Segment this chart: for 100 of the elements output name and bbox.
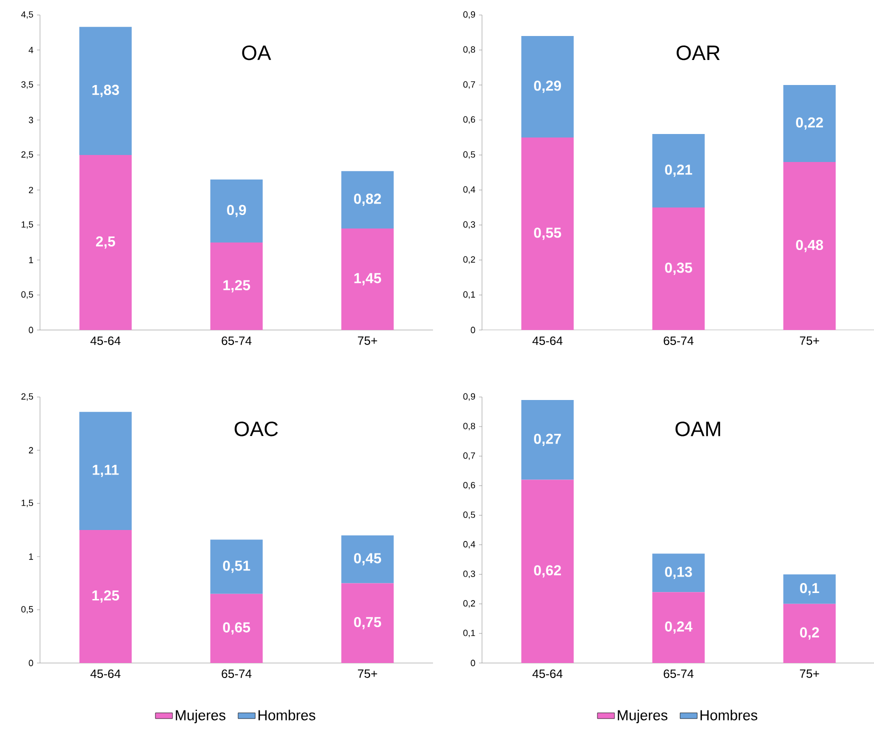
y-tick-label: 0,7	[463, 81, 476, 89]
bar	[652, 134, 705, 208]
y-tick-label: 1	[29, 256, 34, 264]
bar	[341, 535, 394, 584]
y-tick-label: 0,4	[463, 541, 476, 548]
y-tick-label: 0,3	[463, 221, 476, 229]
y-tick-label: 0,8	[463, 46, 476, 54]
data-label: 0,9	[227, 204, 246, 218]
x-tick-label: 75+	[800, 336, 820, 345]
text: OAM	[676, 422, 720, 436]
data-label: 0,27	[534, 434, 561, 446]
y-tick-label: 0,9	[463, 11, 476, 19]
text: OAR	[676, 45, 720, 60]
x-tick-label: 65-74	[222, 336, 252, 346]
y-tick-label: 0,5	[463, 512, 476, 519]
data-label: 0,55	[534, 228, 562, 240]
x-tick-label: 65-74	[222, 670, 252, 678]
x-tick-label: 65-74	[664, 670, 694, 678]
y-tick-label: 4	[28, 46, 34, 54]
data-label: 0,45	[354, 553, 382, 566]
y-tick-label: 0,2	[463, 600, 476, 608]
x-tick-label: 45-64	[90, 336, 120, 346]
y-tick-label: 0,2	[463, 256, 476, 264]
x-tick-label: 45-64	[90, 670, 120, 678]
bar	[210, 540, 263, 594]
y-tick-label: 4,5	[21, 11, 34, 19]
y-tick-label: 0	[470, 326, 476, 334]
data-label: 0,51	[223, 560, 250, 573]
legend-label: Hombres	[258, 710, 316, 720]
x-tick-label: 75+	[358, 670, 378, 678]
bar	[652, 592, 705, 663]
bar	[341, 583, 394, 663]
bar	[210, 180, 263, 242]
x-tick-label: 45-64	[532, 336, 562, 346]
y-tick-label: 1,5	[22, 500, 34, 508]
bar	[79, 154, 132, 330]
data-label: 0,82	[354, 194, 381, 206]
data-label: 0,1	[800, 582, 820, 596]
legend-label: Hombres	[700, 710, 758, 720]
data-label: 1,83	[92, 84, 119, 98]
y-tick-label: 0,1	[463, 630, 476, 638]
text: OA	[242, 45, 272, 60]
y-tick-label: 0,5	[21, 291, 34, 299]
y-tick-label: 0,7	[463, 452, 476, 460]
y-tick-label: 0,8	[463, 422, 476, 430]
y-tick-label: 2,5	[21, 151, 34, 159]
y-tick-label: 1,5	[22, 221, 34, 229]
bar	[210, 594, 263, 663]
data-label: 0,65	[223, 622, 250, 635]
data-label: 1,25	[92, 590, 120, 603]
bar	[521, 400, 574, 480]
bar	[521, 138, 574, 330]
y-tick-label: 0	[28, 326, 34, 334]
data-label: 1,25	[223, 280, 250, 292]
data-label: 1,45	[354, 273, 382, 286]
y-tick-label: 1	[29, 554, 34, 560]
y-tick-label: 0,6	[463, 116, 476, 124]
bar	[652, 554, 705, 592]
x-tick-label: 45-64	[532, 670, 562, 678]
bar	[79, 26, 132, 155]
data-label: 0,24	[665, 621, 692, 634]
y-tick-label: 0,5	[21, 606, 34, 614]
bar	[652, 208, 705, 330]
y-tick-label: 0,9	[463, 393, 476, 401]
bar	[341, 171, 394, 228]
data-label: 0,75	[354, 616, 382, 630]
bar	[783, 85, 836, 162]
bar	[521, 36, 574, 138]
y-tick-label: 0,5	[463, 151, 476, 159]
y-tick-label: 0,1	[463, 291, 476, 299]
x-tick-label: 75+	[800, 670, 820, 678]
legend-label: Mujeres	[618, 710, 668, 724]
bar	[79, 412, 132, 530]
bar	[783, 162, 836, 330]
data-label: 0,48	[796, 240, 824, 252]
data-label: 2,5	[96, 236, 116, 249]
y-tick-label: 2	[28, 186, 34, 194]
bar	[521, 480, 574, 663]
bar	[341, 228, 394, 330]
y-tick-label: 2	[28, 447, 34, 454]
y-tick-label: 0,3	[463, 570, 476, 578]
y-tick-label: 3,5	[21, 81, 34, 89]
data-label: 0,13	[665, 566, 692, 579]
data-label: 0,22	[796, 117, 823, 130]
bar	[783, 604, 836, 663]
data-label: 0,21	[665, 164, 692, 177]
bar	[79, 530, 132, 663]
y-tick-label: 0	[28, 660, 34, 666]
x-tick-label: 65-74	[664, 336, 694, 346]
x-tick-label: 75+	[358, 336, 378, 345]
data-label: 0,2	[800, 627, 819, 640]
y-tick-label: 0,6	[463, 482, 476, 490]
y-tick-label: 2,5	[21, 393, 34, 401]
y-tick-label: 0,4	[463, 186, 476, 194]
bar	[783, 574, 836, 604]
y-tick-label: 3	[28, 116, 34, 124]
bar	[210, 242, 263, 330]
data-label: 0,35	[665, 262, 692, 275]
legend-label: Mujeres	[176, 710, 226, 724]
y-tick-label: 0	[470, 660, 476, 666]
